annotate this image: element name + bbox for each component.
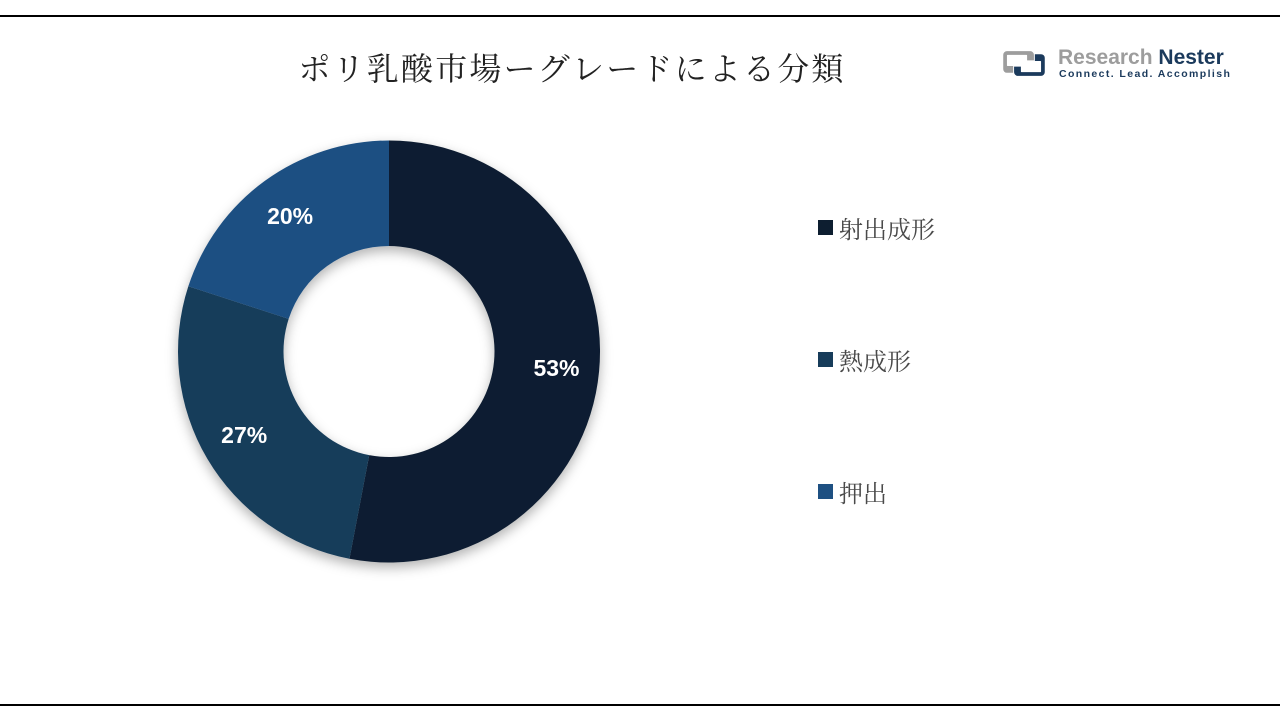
svg-text:27%: 27% xyxy=(221,422,267,448)
svg-text:Research Nester: Research Nester xyxy=(1058,46,1224,69)
svg-text:53%: 53% xyxy=(533,355,579,381)
svg-text:Connect. Lead. Accomplish: Connect. Lead. Accomplish xyxy=(1059,68,1231,80)
svg-text:20%: 20% xyxy=(267,203,313,229)
